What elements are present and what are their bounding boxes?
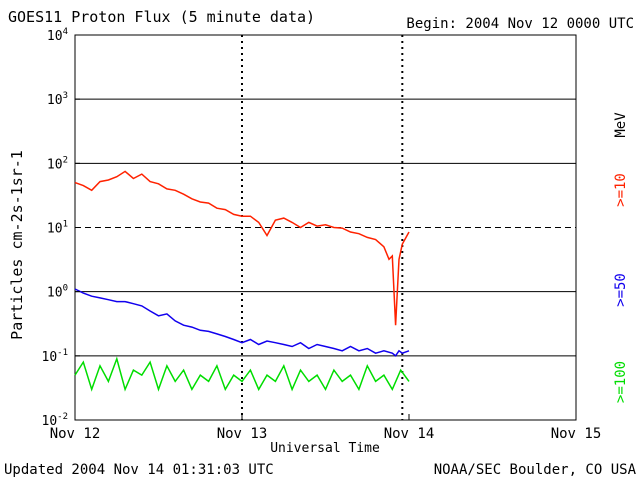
chart-title: GOES11 Proton Flux (5 minute data) [8,8,315,26]
x-axis-label: Universal Time [270,441,380,456]
legend-unit: MeV [613,112,629,138]
series-line-0 [74,170,410,326]
legend-10mev: >=10 [613,173,629,207]
series-line-2 [74,356,410,392]
legend-100mev: >=100 [613,361,629,403]
y-tick-label-5: 103 [47,91,68,108]
y-tick-label-6: 104 [47,27,68,44]
event-markers [241,35,404,420]
legend: MeV >=10 >=50 >=100 [613,112,629,403]
y-tick-label-3: 101 [47,220,68,237]
series-layer [74,170,410,392]
x-tick-labels: Nov 12 Nov 13 Nov 14 Nov 15 [50,414,602,442]
y-tick-label-1: 10-1 [42,348,69,365]
x-tick-label-0: Nov 12 [50,426,101,442]
series-line-1 [74,288,410,357]
y-tick-label-2: 100 [47,284,68,301]
gridlines [75,98,576,357]
x-tick-label-2: Nov 14 [384,426,435,442]
x-tick-label-3: Nov 15 [551,426,602,442]
y-tick-labels: 10-2 10-1 100 101 102 103 104 [42,27,80,429]
legend-50mev: >=50 [613,273,629,307]
y-axis-label: Particles cm-2s-1sr-1 [8,150,26,340]
y-tick-label-0: 10-2 [42,412,69,429]
x-tick-label-1: Nov 13 [217,426,268,442]
updated-timestamp: Updated 2004 Nov 14 01:31:03 UTC [4,462,274,478]
begin-time: Begin: 2004 Nov 12 0000 UTC [406,16,634,32]
credit: NOAA/SEC Boulder, CO USA [434,462,637,478]
y-tick-label-4: 102 [47,155,68,172]
